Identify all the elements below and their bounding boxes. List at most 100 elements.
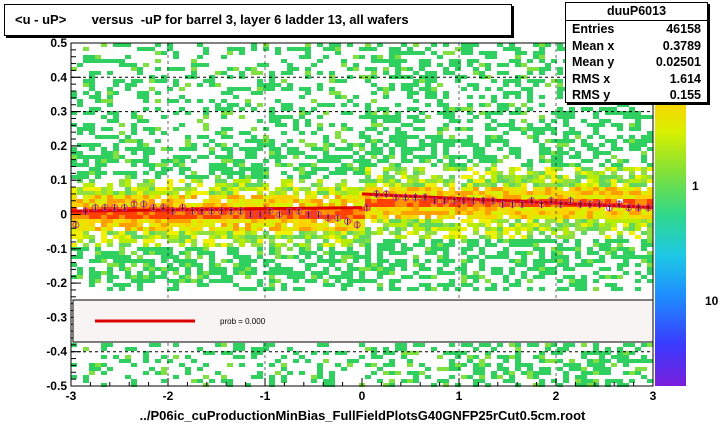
heat-cell (125, 159, 131, 163)
heat-cell (215, 107, 221, 111)
heat-cell (545, 371, 551, 375)
heat-cell (311, 275, 317, 279)
heat-cell (347, 231, 353, 235)
heat-cell (587, 371, 593, 375)
heat-cell (161, 259, 167, 263)
heat-cell (515, 263, 521, 267)
profile-marker (392, 193, 400, 201)
heat-cell (257, 103, 263, 107)
heat-cell (587, 227, 593, 231)
heat-cell (245, 263, 251, 267)
heat-cell (575, 215, 581, 219)
heat-cell (335, 91, 341, 95)
heat-cell (119, 231, 125, 235)
heat-cell (527, 91, 533, 95)
heat-cell (629, 227, 635, 231)
heat-cell (233, 211, 239, 215)
heat-cell (143, 227, 149, 231)
heat-cell (239, 267, 245, 271)
heat-cell (101, 191, 107, 195)
heat-cell (83, 79, 89, 83)
heat-cell (365, 183, 371, 187)
heat-cell (515, 215, 521, 219)
heat-cell (377, 287, 383, 291)
heat-cell (197, 55, 203, 59)
heat-cell (605, 359, 611, 363)
heat-cell (269, 215, 275, 219)
profile-marker (227, 207, 235, 215)
heat-cell (71, 223, 77, 227)
heat-cell (113, 259, 119, 263)
heat-cell (425, 199, 431, 203)
heat-cell (257, 191, 263, 195)
heat-cell (647, 251, 653, 255)
heat-cell (383, 183, 389, 187)
heat-cell (269, 267, 275, 271)
heat-cell (89, 223, 95, 227)
heat-cell (149, 235, 155, 239)
heat-cell (557, 259, 563, 263)
heat-cell (155, 359, 161, 363)
heat-cell (89, 155, 95, 159)
heat-cell (479, 259, 485, 263)
heat-cell (227, 187, 233, 191)
heat-cell (137, 199, 143, 203)
heat-cell (563, 267, 569, 271)
heat-cell (323, 187, 329, 191)
heat-cell (257, 83, 263, 87)
heat-cell (431, 191, 437, 195)
heat-cell (605, 379, 611, 383)
heat-cell (89, 191, 95, 195)
heat-cell (287, 267, 293, 271)
heat-cell (611, 143, 617, 147)
heat-cell (179, 95, 185, 99)
heat-cell (155, 51, 161, 55)
heat-cell (143, 351, 149, 355)
heat-cell (581, 107, 587, 111)
heat-cell (197, 219, 203, 223)
heat-cell (185, 223, 191, 227)
heat-cell (239, 227, 245, 231)
heat-cell (467, 111, 473, 115)
heat-cell (269, 239, 275, 243)
heat-cell (395, 203, 401, 207)
heat-cell (509, 227, 515, 231)
heat-cell (245, 239, 251, 243)
heat-cell (587, 379, 593, 383)
heat-cell (353, 211, 359, 215)
heat-cell (515, 179, 521, 183)
heat-cell (119, 287, 125, 291)
heat-cell (185, 279, 191, 283)
heat-cell (515, 127, 521, 131)
heat-cell (509, 167, 515, 171)
heat-cell (539, 55, 545, 59)
heat-cell (143, 163, 149, 167)
heat-cell (551, 231, 557, 235)
heat-cell (443, 367, 449, 371)
heat-cell (617, 267, 623, 271)
heat-cell (233, 239, 239, 243)
heat-cell (599, 143, 605, 147)
heat-cell (581, 167, 587, 171)
heat-cell (269, 375, 275, 379)
heat-cell (629, 255, 635, 259)
heat-cell (137, 191, 143, 195)
heat-cell (137, 67, 143, 71)
heat-cell (479, 95, 485, 99)
heat-cell (197, 43, 203, 47)
heat-cell (527, 107, 533, 111)
heat-cell (353, 227, 359, 231)
heat-cell (89, 283, 95, 287)
heat-cell (587, 259, 593, 263)
heat-cell (191, 227, 197, 231)
heat-cell (485, 111, 491, 115)
heat-cell (431, 347, 437, 351)
heat-cell (503, 123, 509, 127)
heat-cell (389, 207, 395, 211)
heat-cell (491, 127, 497, 131)
heat-cell (341, 235, 347, 239)
heat-cell (131, 259, 137, 263)
heat-cell (173, 211, 179, 215)
heat-cell (545, 63, 551, 67)
